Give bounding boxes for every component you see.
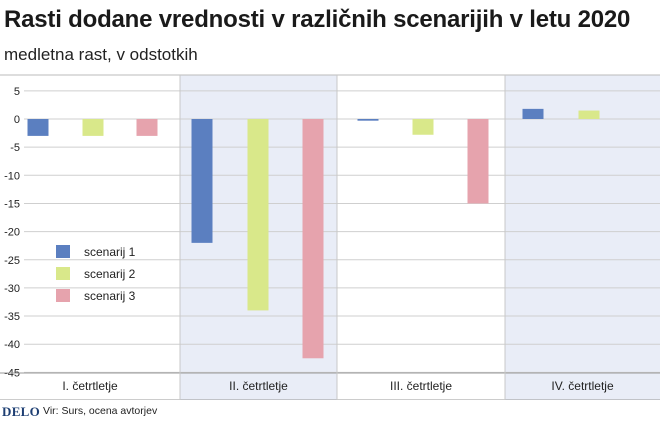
bar-scenarij-1-2 <box>191 119 213 243</box>
bar-scenarij-2-4 <box>578 110 600 119</box>
legend-swatch <box>56 267 70 280</box>
y-tick-label: -40 <box>4 339 20 351</box>
footer: DELO Vir: Surs, ocena avtorjev <box>0 402 660 420</box>
category-label: III. četrtletje <box>390 379 452 393</box>
y-tick-label: -5 <box>10 142 20 154</box>
legend-label: scenarij 3 <box>84 289 136 303</box>
legend-label: scenarij 1 <box>84 245 136 259</box>
bar-scenarij-3-3 <box>467 119 489 204</box>
chart-subtitle: medletna rast, v odstotkih <box>4 45 198 64</box>
y-tick-label: -30 <box>4 283 20 295</box>
bar-scenarij-1-1 <box>27 119 49 136</box>
y-tick-label: 0 <box>14 114 20 126</box>
bar-scenarij-1-4 <box>522 108 544 119</box>
y-tick-label: -15 <box>4 198 20 210</box>
bar-scenarij-1-3 <box>357 119 379 121</box>
chart-area: 50-5-10-15-20-25-30-35-40-45I. četrtletj… <box>0 74 660 400</box>
y-tick-label: -10 <box>4 170 20 182</box>
source-note: Vir: Surs, ocena avtorjev <box>43 405 158 417</box>
bar-scenarij-3-1 <box>136 119 158 136</box>
chart-title: Rasti dodane vrednosti v različnih scena… <box>4 6 631 33</box>
delo-logo: DELO <box>2 404 41 419</box>
category-label: II. četrtletje <box>229 379 288 393</box>
legend-label: scenarij 2 <box>84 267 136 281</box>
bar-scenarij-3-2 <box>302 119 324 359</box>
y-tick-label: -25 <box>4 255 20 267</box>
y-tick-label: 5 <box>14 86 20 98</box>
band-4 <box>505 75 660 400</box>
legend-swatch <box>56 245 70 258</box>
y-tick-label: -20 <box>4 227 20 239</box>
bar-scenarij-2-3 <box>412 119 434 135</box>
legend-swatch <box>56 289 70 302</box>
bar-scenarij-2-1 <box>82 119 104 136</box>
category-label: IV. četrtletje <box>551 379 614 393</box>
y-tick-label: -35 <box>4 311 20 323</box>
category-label: I. četrtletje <box>62 379 118 393</box>
bar-scenarij-2-2 <box>247 119 269 311</box>
